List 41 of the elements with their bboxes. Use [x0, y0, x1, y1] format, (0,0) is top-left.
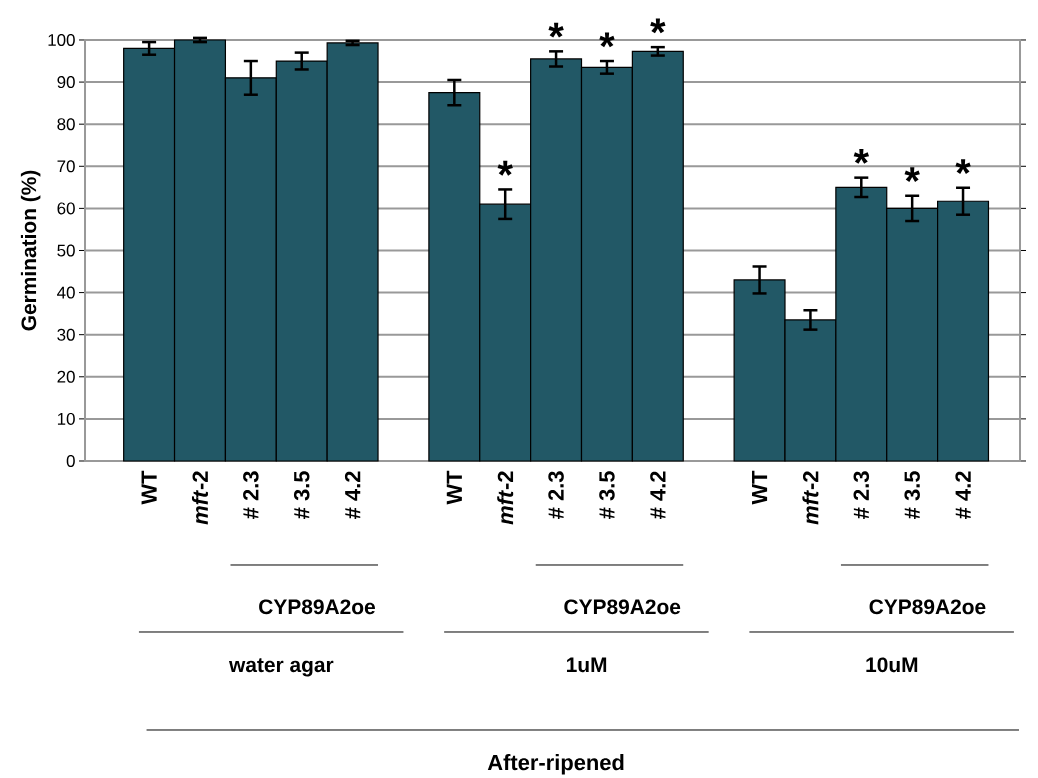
y-tick-label: 20 [57, 370, 75, 383]
x-tick-label: mft-2 [497, 471, 514, 525]
x-tick-label: WT [752, 470, 768, 505]
text: CYP89A2oe [564, 599, 681, 615]
x-tick-label: # 3.5 [599, 471, 615, 519]
y-tick-label: 60 [57, 202, 75, 215]
x-tick-label: # 4.2 [344, 471, 361, 519]
x-tick-label: # 2.3 [243, 471, 259, 519]
x-tick-label: # 4.2 [955, 471, 971, 519]
text: After-ripened [487, 754, 624, 775]
y-tick-label: 10 [57, 412, 75, 425]
y-tick-label: 0 [66, 454, 75, 467]
text: water agar [228, 658, 334, 677]
data-label: * [955, 159, 971, 174]
x-tick-label: # 3.5 [293, 471, 310, 519]
data-label: * [497, 160, 513, 176]
data-label: * [548, 22, 564, 38]
y-tick-label: 50 [57, 244, 75, 257]
data-label: * [904, 167, 920, 182]
text: CYP89A2oe [259, 599, 375, 615]
y-tick-label: 40 [57, 286, 75, 299]
text: CYP89A2oe [869, 599, 986, 615]
y-tick-label: 80 [57, 118, 75, 131]
x-tick-label: # 2.3 [548, 471, 564, 519]
x-tick-label: WT [141, 470, 157, 505]
x-tick-label: mft-2 [802, 471, 819, 525]
y-tick-label: 30 [57, 328, 75, 341]
x-tick-label: # 4.2 [650, 471, 666, 519]
data-label: * [650, 18, 666, 34]
y-tick-label: 100 [48, 33, 75, 46]
y-tick-label: 90 [57, 76, 75, 89]
x-tick-label: # 2.3 [853, 471, 870, 519]
x-tick-label: mft-2 [191, 471, 208, 525]
text: 10uM [866, 657, 918, 673]
y-axis-title: Germination (%) [20, 170, 41, 331]
y-tick-label: 70 [57, 160, 75, 173]
x-tick-label: WT [446, 470, 462, 505]
data-label: * [853, 149, 870, 164]
x-tick-label: # 3.5 [904, 471, 920, 519]
text: 1uM [566, 657, 607, 673]
data-label: * [599, 32, 615, 48]
